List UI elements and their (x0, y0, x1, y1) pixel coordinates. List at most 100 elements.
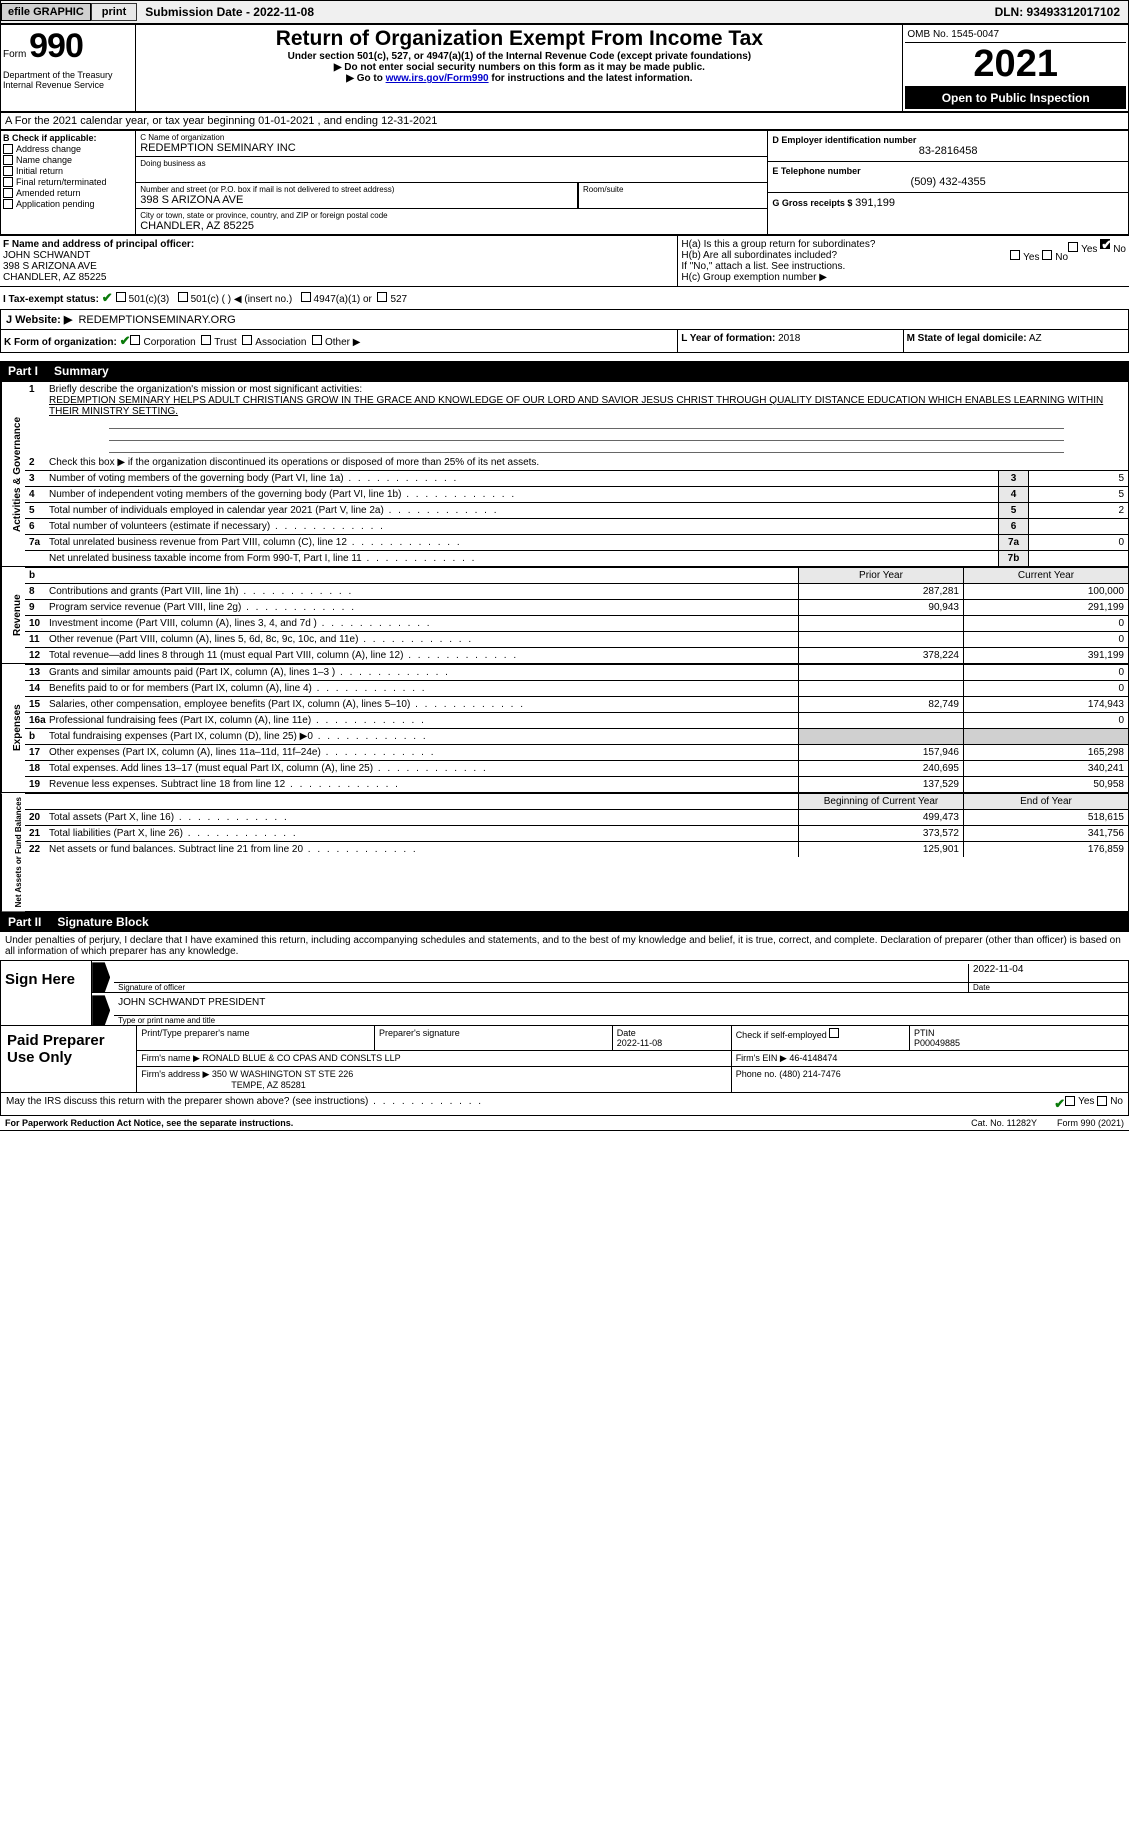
hb-no-chk[interactable] (1042, 250, 1052, 260)
chk-501c3[interactable] (116, 292, 126, 302)
d-ein-label: D Employer identification number (772, 135, 1124, 145)
discuss-yes-chk[interactable] (1065, 1096, 1075, 1106)
c-name-label: C Name of organization (140, 133, 763, 142)
sign-here-block: Sign Here Signature of officer 2022-11-0… (0, 960, 1129, 1026)
summary-row: 3Number of voting members of the governi… (25, 470, 1128, 486)
e-phone-label: E Telephone number (772, 166, 1124, 176)
subtitle-1: Under section 501(c), 527, or 4947(a)(1)… (138, 51, 900, 62)
prior-year-header: Prior Year (798, 568, 963, 583)
city-value: CHANDLER, AZ 85225 (140, 220, 763, 232)
summary-row: bTotal fundraising expenses (Part IX, co… (25, 728, 1128, 744)
submission-date-label: Submission Date - 2022-11-08 (137, 5, 994, 19)
check-icon: ✔ (102, 290, 113, 305)
discuss-with-preparer: May the IRS discuss this return with the… (0, 1093, 1129, 1116)
chk-application-pending[interactable] (3, 199, 13, 209)
ptin-value: P00049885 (914, 1038, 1124, 1048)
i-tax-exempt-row: I Tax-exempt status: ✔501(c)(3) 501(c) (… (0, 286, 1129, 309)
summary-row: 15Salaries, other compensation, employee… (25, 696, 1128, 712)
check-icon: ✔ (120, 333, 131, 348)
f-label: F Name and address of principal officer: (3, 239, 674, 250)
chk-final-return[interactable] (3, 177, 13, 187)
form-header: Form 990 Department of the Treasury Inte… (0, 24, 1129, 112)
netassets-header: Beginning of Current Year End of Year (25, 793, 1128, 809)
summary-row: 12Total revenue—add lines 8 through 11 (… (25, 647, 1128, 663)
room-label: Room/suite (583, 185, 763, 194)
l1-label: Briefly describe the organization's miss… (49, 384, 362, 395)
summary-row: 14Benefits paid to or for members (Part … (25, 680, 1128, 696)
identity-block: B Check if applicable: Address change Na… (0, 130, 1129, 235)
chk-501c[interactable] (178, 292, 188, 302)
summary-row: 13Grants and similar amounts paid (Part … (25, 664, 1128, 680)
firm-phone: (480) 214-7476 (779, 1069, 841, 1079)
paid-preparer-block: Paid Preparer Use Only Print/Type prepar… (0, 1026, 1129, 1093)
open-to-public: Open to Public Inspection (905, 87, 1126, 109)
officer-name-title: JOHN SCHWANDT PRESIDENT (114, 997, 1128, 1015)
chk-corporation[interactable] (130, 335, 140, 345)
summary-row: 11Other revenue (Part VIII, column (A), … (25, 631, 1128, 647)
sig-officer-label: Signature of officer (114, 982, 968, 992)
arrow-icon (92, 995, 110, 1025)
summary-row: 19Revenue less expenses. Subtract line 1… (25, 776, 1128, 792)
chk-other[interactable] (312, 335, 322, 345)
chk-527[interactable] (377, 292, 387, 302)
firm-addr-2: TEMPE, AZ 85281 (231, 1080, 306, 1090)
signature-declaration: Under penalties of perjury, I declare th… (0, 932, 1129, 960)
omb-number: OMB No. 1545-0047 (905, 27, 1126, 43)
subtitle-3: ▶ Go to www.irs.gov/Form990 for instruct… (138, 73, 900, 84)
dept-treasury: Department of the Treasury Internal Reve… (3, 70, 133, 90)
chk-trust[interactable] (201, 335, 211, 345)
ha-row: H(a) Is this a group return for subordin… (681, 239, 1126, 250)
chk-name-change[interactable] (3, 155, 13, 165)
chk-4947[interactable] (301, 292, 311, 302)
main-title: Return of Organization Exempt From Incom… (138, 27, 900, 51)
preparer-date: 2022-11-08 (617, 1038, 727, 1048)
mission-text: REDEMPTION SEMINARY HELPS ADULT CHRISTIA… (49, 395, 1103, 417)
dba-label: Doing business as (140, 159, 763, 168)
chk-self-employed[interactable] (829, 1028, 839, 1038)
prior-current-header: b Prior Year Current Year (25, 567, 1128, 583)
chk-association[interactable] (242, 335, 252, 345)
hb-yes-chk[interactable] (1010, 250, 1020, 260)
street-label: Number and street (or P.O. box if mail i… (140, 185, 573, 194)
form-reference: Form 990 (2021) (1037, 1118, 1124, 1128)
firm-addr-1: 350 W WASHINGTON ST STE 226 (212, 1069, 353, 1079)
line-a-calendar-year: A For the 2021 calendar year, or tax yea… (0, 112, 1129, 130)
e-phone-value: (509) 432-4355 (772, 176, 1124, 188)
governance-block: Activities & Governance 1 Briefly descri… (0, 381, 1129, 567)
discuss-no-chk[interactable] (1097, 1096, 1107, 1106)
summary-row: 10Investment income (Part VIII, column (… (25, 615, 1128, 631)
ha-no-chk[interactable]: ✔ (1100, 239, 1110, 249)
chk-initial-return[interactable] (3, 166, 13, 176)
paid-prep-label: Paid Preparer Use Only (1, 1026, 136, 1092)
expenses-tab: Expenses (1, 664, 25, 792)
ha-yes-chk[interactable] (1068, 242, 1078, 252)
summary-row: 5Total number of individuals employed in… (25, 502, 1128, 518)
summary-row: 18Total expenses. Add lines 13–17 (must … (25, 760, 1128, 776)
current-year-header: Current Year (963, 568, 1128, 583)
summary-row: Net unrelated business taxable income fr… (25, 550, 1128, 566)
chk-address-change[interactable] (3, 144, 13, 154)
f-officer-street: 398 S ARIZONA AVE (3, 261, 674, 272)
efile-topbar: efile GRAPHIC print Submission Date - 20… (0, 0, 1129, 24)
hc-row: H(c) Group exemption number ▶ (681, 272, 1126, 283)
end-year-header: End of Year (963, 794, 1128, 809)
part1-header: Part I Summary (0, 361, 1129, 381)
block-b-label: B Check if applicable: (3, 133, 133, 143)
summary-row: 4Number of independent voting members of… (25, 486, 1128, 502)
state-domicile: AZ (1029, 333, 1042, 344)
page-footer: For Paperwork Reduction Act Notice, see … (0, 1116, 1129, 1130)
tax-year: 2021 (905, 43, 1126, 87)
chk-amended[interactable] (3, 188, 13, 198)
sig-date-label: Date (969, 982, 1128, 992)
g-receipts-label: G Gross receipts $ (772, 198, 852, 208)
revenue-tab: Revenue (1, 567, 25, 663)
print-button[interactable]: print (91, 3, 137, 21)
form-number: 990 (29, 27, 83, 65)
street-value: 398 S ARIZONA AVE (140, 194, 573, 206)
g-receipts-value: 391,199 (855, 197, 895, 209)
irs-link[interactable]: www.irs.gov/Form990 (386, 73, 489, 84)
paperwork-notice: For Paperwork Reduction Act Notice, see … (5, 1118, 971, 1128)
summary-row: 8Contributions and grants (Part VIII, li… (25, 583, 1128, 599)
org-name: REDEMPTION SEMINARY INC (140, 142, 763, 154)
block-b-checkboxes: B Check if applicable: Address change Na… (1, 131, 136, 234)
